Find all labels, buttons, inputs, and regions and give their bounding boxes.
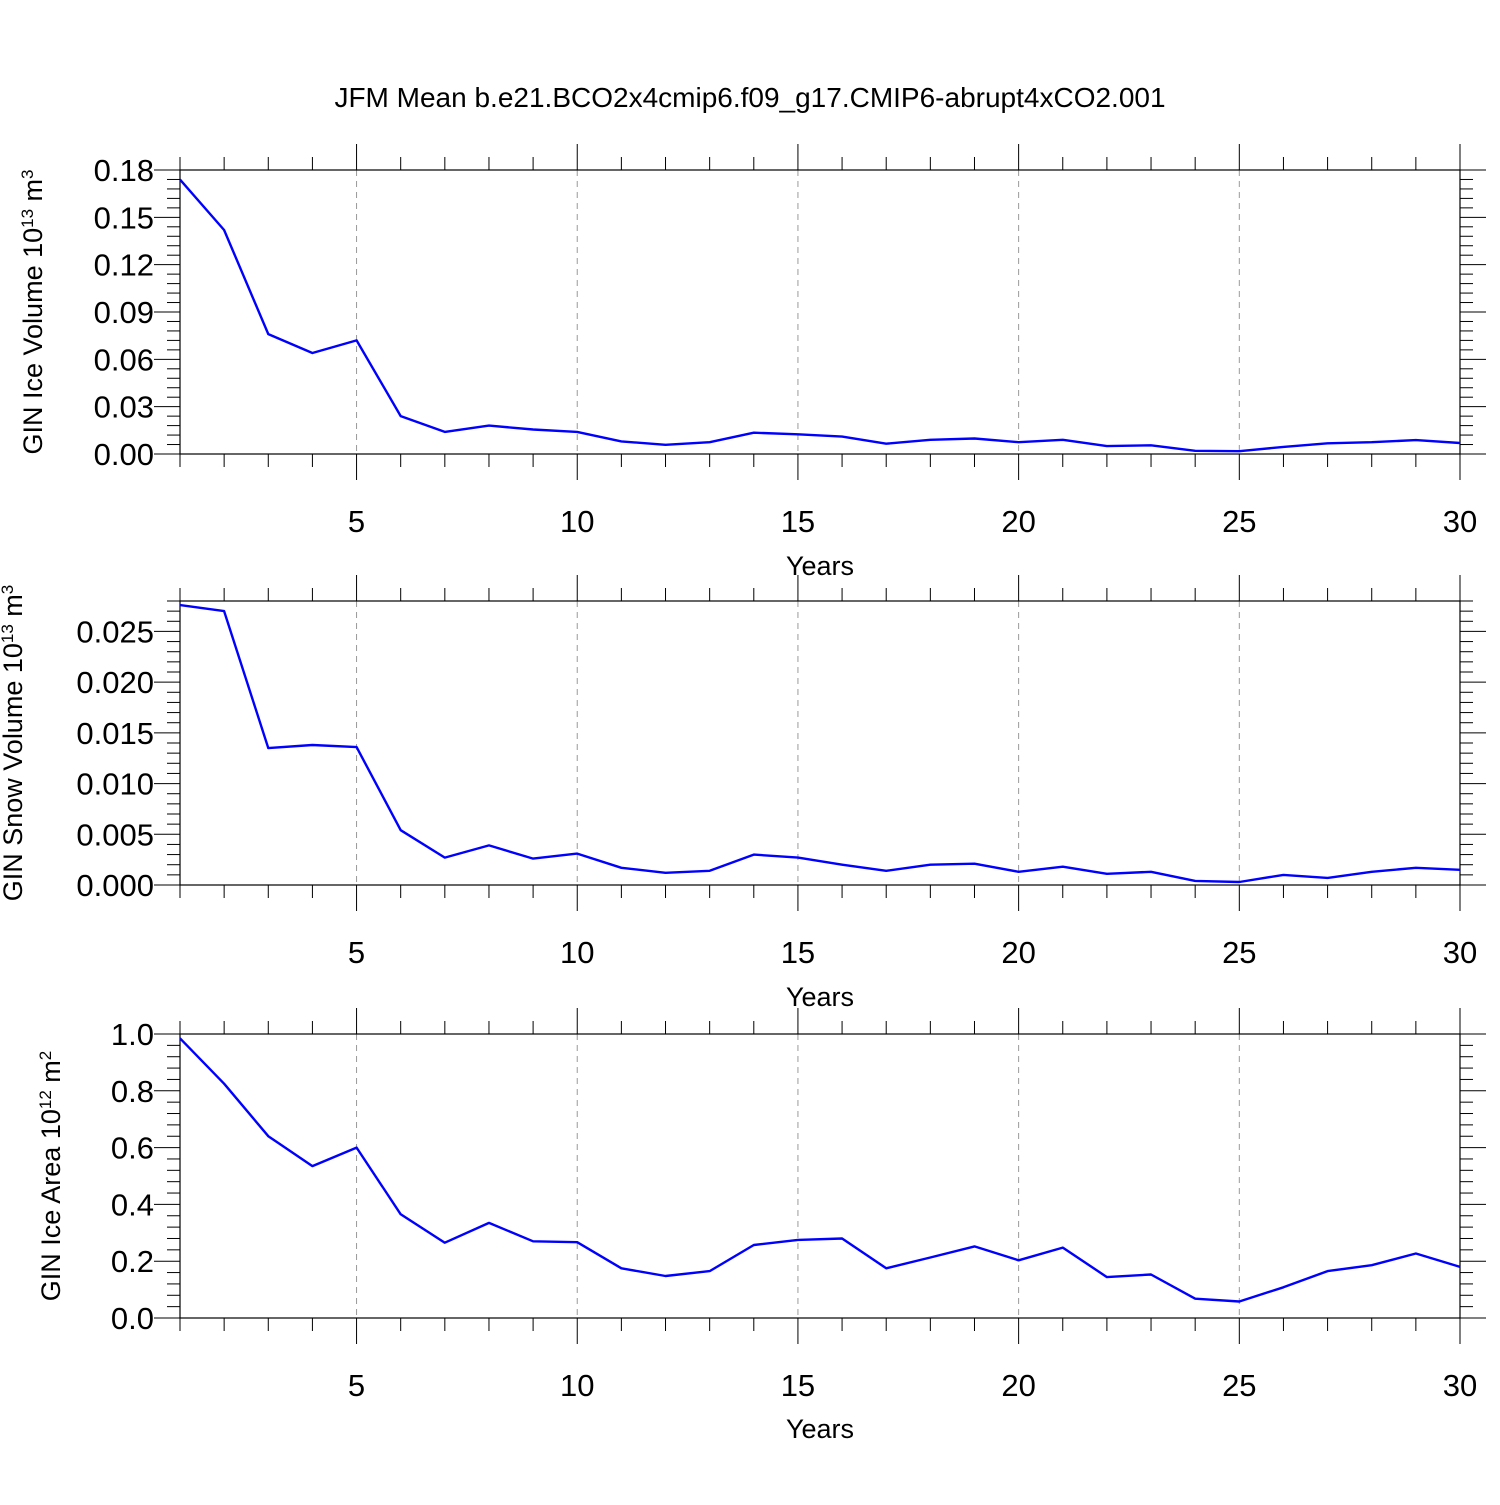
chart-title: JFM Mean b.e21.BCO2x4cmip6.f09_g17.CMIP6… xyxy=(334,82,1165,113)
x-tick-label: 5 xyxy=(348,504,365,539)
y-tick-label: 0.005 xyxy=(76,817,154,852)
panel-2: 0.000 0.005 0.010 0.015 0.020 0.025 5 10 15 20 25 3… xyxy=(0,575,1486,1012)
y-axis-label-part: 3 xyxy=(18,169,37,178)
y-tick-label: 0.12 xyxy=(94,248,154,283)
y-tick-label: 0.8 xyxy=(111,1074,154,1109)
y-tick-label: 1.0 xyxy=(111,1017,154,1052)
x-axis-label: Years xyxy=(786,982,854,1012)
x-tick-label: 5 xyxy=(348,935,365,970)
panel-1: 0.00 0.03 0.06 0.09 0.12 0.15 0.18 5 10 15 20 25 30 Y… xyxy=(18,144,1487,581)
y-axis-label: GIN Ice Area 1012 m2 xyxy=(36,1051,67,1302)
x-tick-label: 10 xyxy=(560,504,594,539)
y-axis-label: GIN Ice Volume 1013 m3 xyxy=(18,169,49,454)
y-axis-label-part: 13 xyxy=(18,209,37,228)
y-tick-label: 0.015 xyxy=(76,716,154,751)
y-tick-label: 0.010 xyxy=(76,767,154,802)
y-axis-label-part: GIN Ice Volume 10 xyxy=(18,228,48,455)
y-axis-label: GIN Snow Volume 1013 m3 xyxy=(0,585,28,902)
series-line xyxy=(180,1038,1460,1301)
x-tick-label: 30 xyxy=(1443,935,1477,970)
plot-frame xyxy=(180,1034,1460,1318)
x-tick-label: 15 xyxy=(781,935,815,970)
x-tick-label: 25 xyxy=(1222,1368,1256,1403)
x-tick-label: 10 xyxy=(560,935,594,970)
y-tick-label: 0.000 xyxy=(76,868,154,903)
y-axis-label-part: GIN Snow Volume 10 xyxy=(0,643,28,901)
y-tick-label: 0.15 xyxy=(94,200,154,235)
x-tick-label: 15 xyxy=(781,504,815,539)
y-tick-label: 0.03 xyxy=(94,390,154,425)
plot-frame xyxy=(180,170,1460,454)
series-line xyxy=(180,180,1460,452)
x-tick-label: 30 xyxy=(1443,504,1477,539)
y-tick-label: 0.0 xyxy=(111,1301,154,1336)
x-tick-label: 25 xyxy=(1222,935,1256,970)
y-axis-label-part: 2 xyxy=(36,1051,55,1060)
y-tick-label: 0.025 xyxy=(76,614,154,649)
y-tick-label: 0.4 xyxy=(111,1187,154,1222)
x-tick-label: 30 xyxy=(1443,1368,1477,1403)
y-axis-label-part: 3 xyxy=(0,585,17,594)
y-tick-label: 0.06 xyxy=(94,342,154,377)
series-line xyxy=(180,605,1460,882)
x-tick-label: 15 xyxy=(781,1368,815,1403)
y-axis-label-part: m xyxy=(18,179,48,209)
x-tick-label: 25 xyxy=(1222,504,1256,539)
y-tick-label: 0.2 xyxy=(111,1244,154,1279)
y-axis-label-part: m xyxy=(36,1060,66,1090)
x-tick-label: 10 xyxy=(560,1368,594,1403)
y-axis-label-part: GIN Ice Area 10 xyxy=(36,1109,66,1301)
y-tick-label: 0.09 xyxy=(94,295,154,330)
y-tick-label: 0.18 xyxy=(94,153,154,188)
y-tick-label: 0.020 xyxy=(76,665,154,700)
y-axis-label-part: 12 xyxy=(36,1090,55,1109)
plot-frame xyxy=(180,601,1460,885)
y-tick-label: 0.6 xyxy=(111,1131,154,1166)
y-tick-label: 0.00 xyxy=(94,437,154,472)
x-tick-label: 20 xyxy=(1001,504,1035,539)
x-tick-label: 5 xyxy=(348,1368,365,1403)
x-axis-label: Years xyxy=(786,1414,854,1444)
x-tick-label: 20 xyxy=(1001,1368,1035,1403)
x-tick-label: 20 xyxy=(1001,935,1035,970)
y-axis-label-part: 13 xyxy=(0,624,17,643)
y-axis-label-part: m xyxy=(0,594,28,624)
panel-3: 0.0 0.2 0.4 0.6 0.8 1.0 5 10 15 20 25 30 Years GIN Ic… xyxy=(36,1008,1487,1444)
x-axis-label: Years xyxy=(786,551,854,581)
